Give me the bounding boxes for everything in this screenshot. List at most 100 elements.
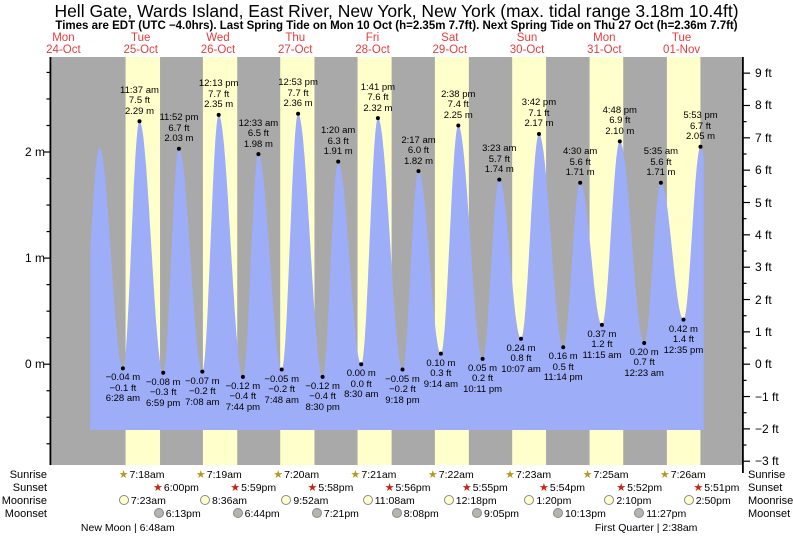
sunset-star-icon: ★ <box>461 482 472 494</box>
tide-annotation-line: 11:37 am <box>120 84 159 96</box>
tide-annotation-line: −0.08 m <box>145 376 181 388</box>
moonset-entry: 6:44pm <box>232 508 280 520</box>
sunrise-entry: ★7:20am <box>273 469 319 481</box>
day-date: 26-Oct <box>200 44 236 56</box>
tide-annotation-line: 7.7 ft <box>287 87 309 99</box>
day-name: Fri <box>365 32 380 44</box>
tide-annotation-line: −0.12 m <box>225 380 261 392</box>
tide-annotation-line: 2:38 pm <box>441 88 476 100</box>
tide-annotation-line: 1.91 m <box>323 146 353 158</box>
tide-annotation-line: 7.1 ft <box>528 107 550 119</box>
high-tide-annotation: 1:20 am 6.3 ft 1.91 m <box>321 126 355 158</box>
moonset-entry: 9:05pm <box>472 508 519 520</box>
sunset-entry: ★5:58pm <box>307 482 353 494</box>
high-tide-annotation: 3:42 pm 7.1 ft 2.17 m <box>522 98 556 130</box>
day-name: Tue <box>131 32 151 44</box>
sunset-time: 5:51pm <box>704 482 740 494</box>
moonset-entry: 10:13pm <box>552 508 606 520</box>
tide-annotation-line: 0.24 m <box>506 342 536 354</box>
right-axis-label: 8 ft <box>755 98 772 113</box>
moonrise-time: 12:18pm <box>455 495 497 507</box>
moonrise-time: 9:52am <box>293 495 329 507</box>
moonrise-moon-icon <box>604 495 615 505</box>
tide-annotation-line: 1.71 m <box>646 167 676 179</box>
sunset-entry: ★5:52pm <box>616 482 662 494</box>
tide-annotation-line: 0.7 ft <box>633 357 655 369</box>
tide-annotation-line: 0.3 ft <box>430 368 452 380</box>
sunset-star-icon: ★ <box>230 482 241 494</box>
tide-annotation-line: 7.4 ft <box>447 99 469 111</box>
tide-extreme-dot <box>216 112 221 117</box>
moonrise-entry: 7:23am <box>118 495 166 507</box>
page-title: Hell Gate, Wards Island, East River, New… <box>54 1 739 21</box>
moonrise-entry: 9:52am <box>281 495 328 507</box>
tide-annotation-line: 12:53 pm <box>278 77 318 89</box>
right-axis-label: 9 ft <box>755 66 772 81</box>
tide-annotation-line: 1:20 am <box>320 125 356 137</box>
tide-annotation-line: 11:52 pm <box>159 112 199 124</box>
moonrise-entry: 2:50pm <box>683 495 731 507</box>
tide-annotation-line: 1.71 m <box>565 167 595 179</box>
moonrise-time: 11:08am <box>374 495 415 507</box>
tide-annotation-line: 0.05 m <box>468 362 498 374</box>
right-axis-label: 3 ft <box>755 260 772 275</box>
moonset-moon-icon <box>232 508 243 518</box>
tide-annotation-line: 0.8 ft <box>510 353 532 365</box>
tide-extreme-dot <box>279 367 284 372</box>
right-axis-label: 1 ft <box>755 324 772 339</box>
tide-annotation-line: 5.7 ft <box>488 153 510 165</box>
moonset-moon-icon <box>472 508 483 518</box>
sunset-time: 5:59pm <box>241 482 277 494</box>
sunrise-row-label-right: Sunrise <box>748 469 786 481</box>
tide-annotation-line: 2.32 m <box>363 102 393 114</box>
low-tide-annotation: 0.24 m 0.8 ft 10:07 am <box>501 342 541 376</box>
moonrise-time: 8:36am <box>212 495 248 507</box>
sunrise-entry: ★7:25am <box>583 469 629 481</box>
high-tide-annotation: 3:23 am 5.7 ft 1.74 m <box>482 144 516 176</box>
moonrise-entry: 1:20pm <box>524 495 571 507</box>
tide-annotation-line: 2.17 m <box>524 118 554 130</box>
sunrise-time: 7:25am <box>593 469 629 481</box>
tide-extreme-dot <box>561 345 566 350</box>
sunset-time: 5:58pm <box>318 482 354 494</box>
moonrise-moon-icon <box>200 495 211 505</box>
high-tide-annotation: 12:33 am 6.5 ft 1.98 m <box>238 117 279 151</box>
day-date: 30-Oct <box>509 44 545 56</box>
tide-annotation-line: 7.5 ft <box>128 95 151 107</box>
tide-extreme-dot <box>137 119 142 124</box>
tide-annotation-line: 12:23 am <box>624 367 664 379</box>
sunrise-star-icon: ★ <box>118 469 129 481</box>
tide-extreme-dot <box>497 177 502 182</box>
tide-annotation-line: 6.7 ft <box>168 122 190 134</box>
tide-annotation-line: 1.82 m <box>403 155 434 167</box>
sunset-entry: ★6:00pm <box>153 482 199 494</box>
tide-annotation-line: −0.05 m <box>385 373 420 385</box>
low-tide-annotation: 0.37 m 1.2 ft 11:15 am <box>582 328 621 362</box>
tide-annotation-line: 0.37 m <box>587 328 617 340</box>
tide-annotation-line: 3:42 pm <box>521 97 557 109</box>
sunrise-entry: ★7:22am <box>428 469 474 481</box>
tide-annotation-line: 12:13 pm <box>198 78 239 90</box>
tide-annotation-line: 5:35 am <box>643 146 679 158</box>
tide-extreme-dot <box>642 341 647 345</box>
day-date: 01-Nov <box>663 44 701 56</box>
sunset-entry: ★5:55pm <box>462 482 508 494</box>
low-tide-annotation: −0.05 m −0.2 ft 7:48 am <box>264 374 299 407</box>
moonset-moon-icon <box>391 508 402 518</box>
tide-annotation-line: 8:30 pm <box>305 401 340 413</box>
sunset-entry: ★5:59pm <box>230 482 276 494</box>
high-tide-annotation: 4:30 am 5.6 ft 1.71 m <box>563 147 597 179</box>
sunrise-entry: ★7:23am <box>505 469 551 481</box>
tide-annotation-line: 4:30 am <box>563 146 598 158</box>
tide-annotation-line: 6.0 ft <box>407 145 430 157</box>
moonrise-row-label-right: Moonrise <box>748 495 793 507</box>
tide-extreme-dot <box>537 132 541 136</box>
day-label: Thu 27-Oct <box>278 32 313 56</box>
day-name: Wed <box>206 32 230 44</box>
tide-extreme-dot <box>438 351 443 356</box>
moonrise-entry: 12:18pm <box>443 495 497 507</box>
tide-annotation-line: 12:33 am <box>238 117 279 129</box>
low-tide-annotation: −0.04 m −0.1 ft 6:28 am <box>106 373 141 405</box>
tide-annotation-line: −0.2 ft <box>268 384 296 395</box>
